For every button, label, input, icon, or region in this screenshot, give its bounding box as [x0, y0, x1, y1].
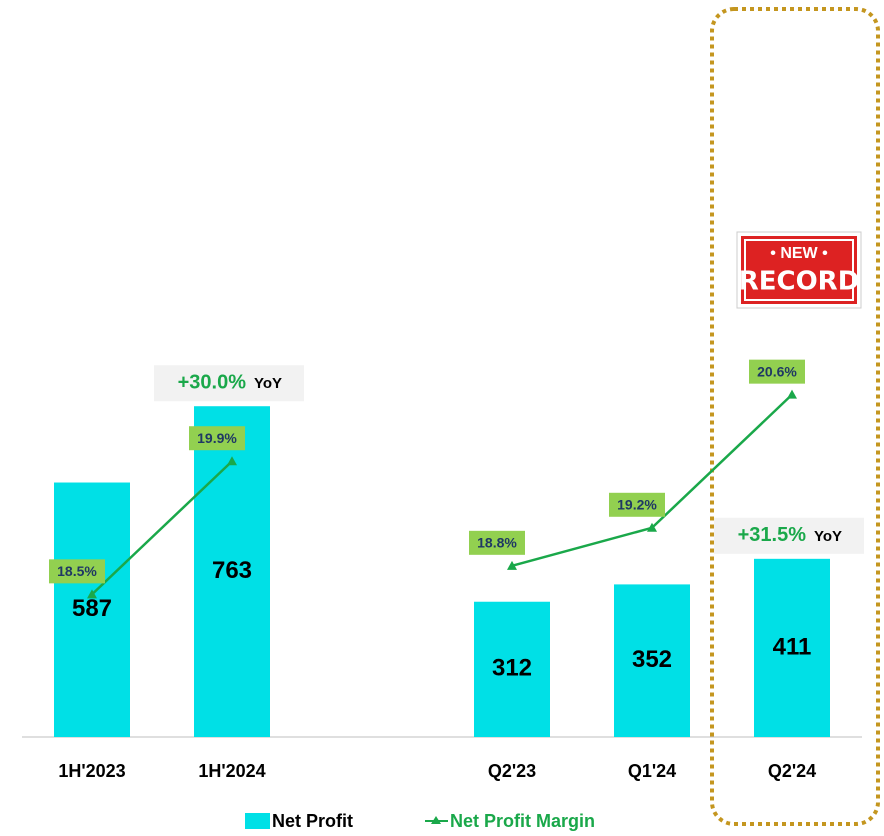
legend-swatch [245, 813, 270, 829]
x-tick-label: 1H'2023 [58, 761, 125, 781]
stamp: • NEW • RECORD [737, 232, 861, 308]
bar-value-label: 352 [632, 646, 672, 673]
bar-value-label: 587 [72, 595, 112, 622]
margin-label: 18.5% [57, 563, 97, 579]
stamp-top: • NEW • [770, 245, 828, 262]
bar-value-label: 312 [492, 655, 532, 682]
annotation-suffix: YoY [814, 528, 842, 545]
bar-value-label: 763 [212, 557, 252, 584]
legend-label: Net Profit [272, 811, 353, 831]
x-tick-label: Q2'23 [488, 761, 536, 781]
annotation-change: +30.0% [178, 371, 247, 393]
x-tick-label: Q2'24 [768, 761, 816, 781]
margin-label: 19.9% [197, 430, 237, 446]
chart: • NEW • RECORD 1H'2023 1H'2024 Q2'23 Q1'24 Q… [0, 0, 884, 836]
annotation-suffix: YoY [254, 375, 282, 392]
legend-label: Net Profit Margin [450, 811, 595, 831]
x-tick-label: Q1'24 [628, 761, 676, 781]
annotation-change: +31.5% [738, 524, 807, 546]
stamp-bottom: RECORD [739, 267, 860, 297]
margin-label: 20.6% [757, 363, 797, 379]
margin-label: 19.2% [617, 496, 657, 512]
margin-label: 18.8% [477, 535, 517, 551]
x-tick-label: 1H'2024 [198, 761, 265, 781]
bar-value-label: 411 [773, 633, 812, 660]
line-marker [787, 390, 797, 399]
